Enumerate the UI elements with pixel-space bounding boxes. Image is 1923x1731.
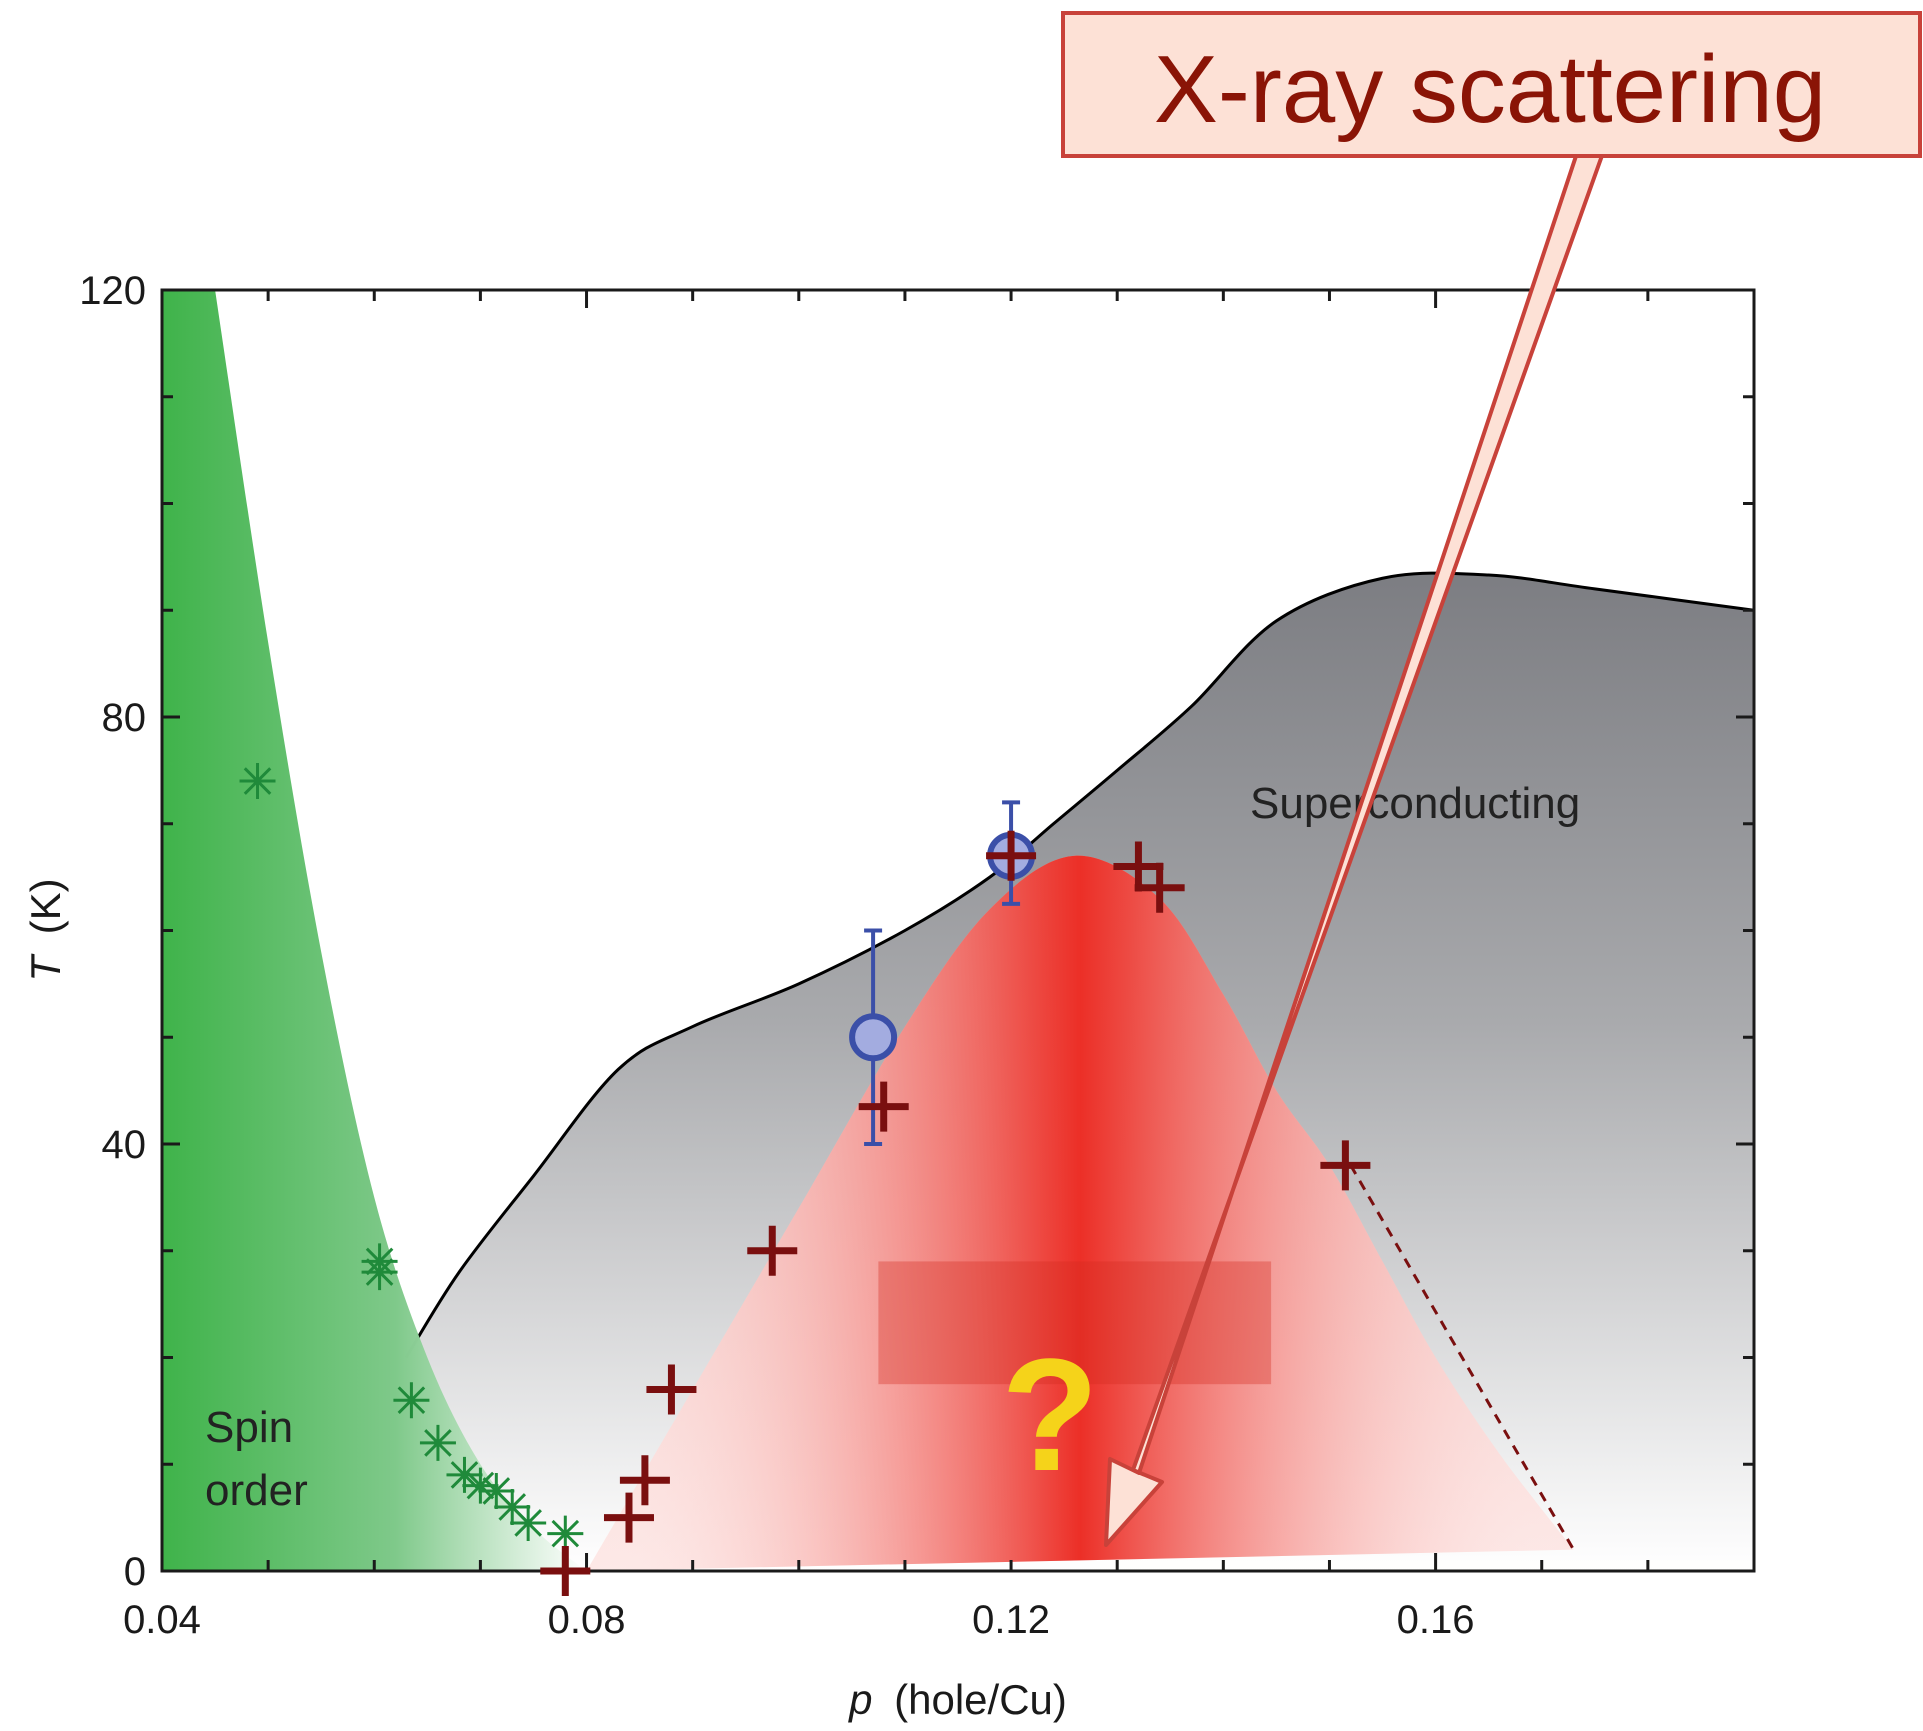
rxs-point: [849, 1013, 898, 1062]
charge-order-point: [603, 1492, 654, 1543]
spin-order-point: [462, 1467, 499, 1504]
axis-ticks: [160, 288, 1756, 1573]
x-axis-label: p (hole/Cu): [847, 1676, 1067, 1723]
x-tick-label: 0.16: [1397, 1598, 1475, 1642]
charge-order-point: [646, 1364, 697, 1415]
y-tick-label: 0: [124, 1550, 146, 1594]
x-axis-variable: p: [847, 1676, 872, 1723]
x-tick-label: 0.08: [548, 1598, 626, 1642]
spin-order-point: [494, 1488, 531, 1525]
spin-order-point: [419, 1424, 456, 1461]
spin-order-label-line2: order: [205, 1466, 308, 1515]
callout-box: [1061, 11, 1922, 158]
spin-order-region: [162, 290, 587, 1571]
callout-text: X-ray scattering: [1154, 36, 1826, 143]
spin-order-label-line1: Spin: [205, 1403, 293, 1452]
y-axis-variable: T: [22, 953, 69, 982]
charge-order-point: [858, 1081, 909, 1132]
data-markers: [239, 763, 1371, 1596]
charge-order-dashed-extrapolation: [1349, 1164, 1575, 1551]
charge-order-point: [540, 1546, 591, 1596]
spin-order-point: [446, 1456, 483, 1493]
charge-order-point: [747, 1225, 798, 1276]
question-mark: ?: [1001, 1325, 1099, 1504]
y-tick-label: 120: [79, 269, 146, 313]
xray-callout: X-ray scattering: [1061, 11, 1922, 1547]
callout-arrow: [1104, 148, 1606, 1547]
x-tick-label: 0.12: [972, 1598, 1050, 1642]
superconducting-label: Superconducting: [1250, 779, 1580, 828]
plot-frame: [160, 288, 1756, 1573]
spin-order-point: [478, 1472, 515, 1509]
y-tick-label: 40: [102, 1123, 147, 1167]
y-axis-label: T (K): [22, 878, 69, 981]
y-tick-label: 80: [102, 696, 147, 740]
x-axis-unit: (hole/Cu): [894, 1676, 1067, 1723]
x-tick-label: 0.04: [123, 1598, 201, 1642]
question-region-box: [878, 1261, 1272, 1385]
spin-order-point: [239, 763, 276, 800]
spin-order-point: [547, 1515, 584, 1552]
spin-order-point: [361, 1254, 398, 1291]
y-axis-unit: (K): [22, 878, 69, 934]
spin-order-point: [510, 1504, 547, 1541]
charge-order-dome: [586, 855, 1574, 1571]
charge-order-point: [1134, 862, 1185, 913]
charge-order-point: [986, 830, 1037, 881]
charge-order-point: [619, 1455, 670, 1506]
charge-order-point: [1320, 1140, 1371, 1191]
spin-order-point: [393, 1382, 430, 1419]
charge-order-point: [1113, 841, 1164, 892]
